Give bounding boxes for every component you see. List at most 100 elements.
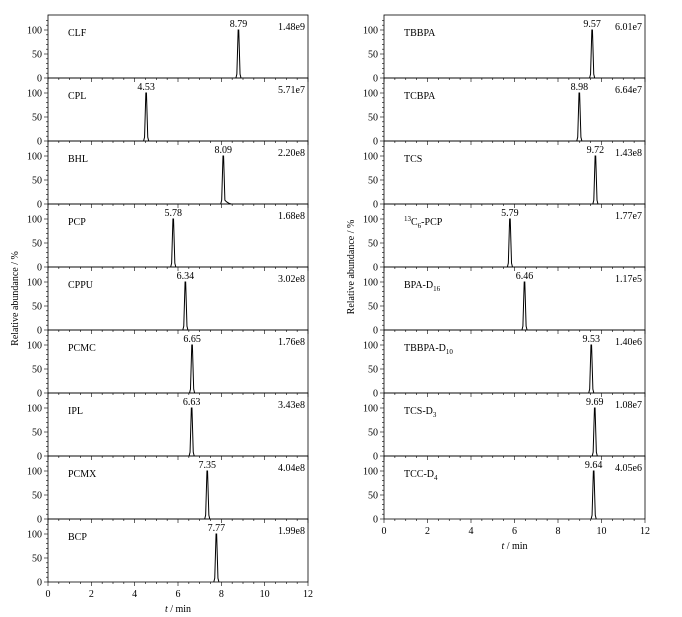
chromatogram-peak (182, 281, 189, 331)
compound-label-text: PCMX (68, 469, 97, 480)
panel: 0 50 100 7.77 1.99e8 BCP (27, 518, 309, 589)
x-tick-label: 8 (219, 589, 224, 600)
chromatogram-peak (506, 218, 513, 268)
panel: 0 50 100 8.79 1.48e9 CLF (27, 14, 309, 85)
intensity-label: 1.68e8 (278, 211, 305, 222)
x-tick-label: 4 (469, 526, 474, 537)
compound-label: TCBPA (404, 91, 436, 102)
compound-label-text: PCP (68, 217, 86, 228)
y-tick-label: 50 (32, 365, 42, 376)
y-tick-label: 100 (363, 152, 378, 163)
compound-label: TBBPA (404, 28, 436, 39)
y-tick-label: 100 (363, 26, 378, 37)
y-tick-label: 50 (368, 113, 378, 124)
compound-label-text: PCMC (68, 343, 96, 354)
retention-time-label: 9.53 (583, 334, 601, 345)
intensity-label: 6.64e7 (615, 85, 642, 96)
y-tick-label: 100 (363, 278, 378, 289)
compound-label-text: BPA-D (404, 280, 433, 291)
chromatogram-peak (589, 29, 596, 79)
panel-frame (47, 77, 309, 142)
y-tick-label: 50 (32, 50, 42, 61)
retention-time-label: 8.09 (215, 145, 233, 156)
compound-label: IPL (68, 406, 83, 417)
y-tick-label: 0 (373, 74, 378, 85)
intensity-label: 1.48e9 (278, 22, 305, 33)
x-tick-label: 6 (176, 589, 181, 600)
compound-label: CPL (68, 91, 86, 102)
y-tick-label: 0 (373, 452, 378, 463)
x-axis-title-unit: / min (168, 604, 191, 615)
chromatogram-peak (170, 218, 177, 268)
y-tick-label: 0 (37, 452, 42, 463)
chromatogram-peak (220, 155, 232, 205)
panel: 0 50 100 5.79 1.77e7 13C6-PCP (363, 203, 646, 274)
compound-label-text: TBBPA-D (404, 343, 446, 354)
retention-time-label: 6.65 (183, 334, 201, 345)
y-tick-label: 0 (373, 200, 378, 211)
retention-time-label: 7.35 (199, 460, 217, 471)
compound-label-text: TCS (404, 154, 422, 165)
compound-label-sub: 16 (433, 285, 441, 293)
retention-time-label: 6.63 (183, 397, 201, 408)
compound-label-sub: 3 (433, 411, 437, 419)
panel-frame (383, 455, 646, 520)
x-axis-title-unit: / min (504, 541, 527, 552)
retention-time-label: 9.57 (583, 19, 601, 30)
panel: 0 50 100 5.78 1.68e8 PCP (27, 203, 309, 274)
intensity-label: 5.71e7 (278, 85, 305, 96)
retention-time-label: 5.78 (164, 208, 182, 219)
compound-label-text: BCP (68, 532, 87, 543)
chromatogram-peak (143, 92, 150, 142)
compound-label: CLF (68, 28, 87, 39)
y-tick-label: 0 (37, 326, 42, 337)
y-tick-label: 50 (368, 365, 378, 376)
y-tick-label: 0 (37, 137, 42, 148)
compound-label: CPPU (68, 280, 94, 291)
chromatogram-peak (576, 92, 583, 142)
compound-label: TBBPA-D10 (404, 343, 453, 356)
compound-label-text: CPPU (68, 280, 94, 291)
compound-label: TCS (404, 154, 422, 165)
y-tick-label: 0 (37, 263, 42, 274)
panel: 0 50 100 9.69 1.08e7 TCS-D3 (363, 392, 646, 463)
panel-frame (383, 392, 646, 457)
panel: 0 50 100 6.63 3.43e8 IPL (27, 392, 309, 463)
y-tick-label: 50 (32, 113, 42, 124)
y-tick-label: 100 (363, 89, 378, 100)
y-tick-label: 100 (27, 26, 42, 37)
compound-label-sub: 4 (434, 474, 438, 482)
chromatogram-peak (591, 407, 598, 457)
chromatogram-peak (521, 281, 528, 331)
y-tick-label: 100 (27, 530, 42, 541)
x-tick-label: 12 (303, 589, 313, 600)
retention-time-label: 6.46 (516, 271, 534, 282)
chromatogram-peak (189, 344, 196, 394)
y-axis-title: Relative abundance / % (346, 220, 357, 315)
y-tick-label: 100 (27, 404, 42, 415)
retention-time-label: 8.98 (571, 82, 589, 93)
y-tick-label: 100 (363, 404, 378, 415)
panel: 0 50 100 9.64 4.05e6 TCC-D4 (363, 455, 646, 526)
intensity-label: 3.02e8 (278, 274, 305, 285)
retention-time-label: 9.64 (585, 460, 603, 471)
y-tick-label: 100 (27, 467, 42, 478)
compound-label: PCMX (68, 469, 97, 480)
y-tick-label: 100 (27, 278, 42, 289)
x-tick-label: 8 (556, 526, 561, 537)
retention-time-label: 6.34 (177, 271, 195, 282)
intensity-label: 4.05e6 (615, 463, 642, 474)
panel: 0 50 100 6.46 1.17e5 BPA-D16 (363, 266, 646, 337)
intensity-label: 1.77e7 (615, 211, 642, 222)
intensity-label: 3.43e8 (278, 400, 305, 411)
y-tick-label: 50 (32, 239, 42, 250)
panel-frame (47, 392, 309, 457)
y-tick-label: 0 (373, 137, 378, 148)
y-tick-label: 50 (368, 302, 378, 313)
compound-label: TCC-D4 (404, 469, 438, 482)
y-tick-label: 0 (373, 263, 378, 274)
y-tick-label: 50 (32, 176, 42, 187)
compound-label-sub: 10 (446, 348, 454, 356)
